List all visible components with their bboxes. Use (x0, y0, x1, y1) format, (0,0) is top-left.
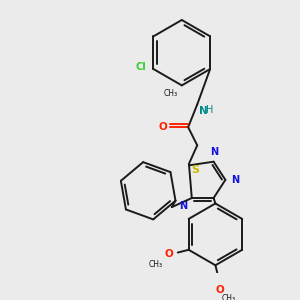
Text: O: O (216, 285, 224, 295)
Text: CH₃: CH₃ (163, 89, 177, 98)
Text: S: S (191, 165, 199, 175)
Text: CH₃: CH₃ (222, 294, 236, 300)
Text: N: N (199, 106, 208, 116)
Text: CH₃: CH₃ (149, 260, 163, 269)
Text: O: O (164, 249, 173, 260)
Text: N: N (210, 147, 219, 157)
Text: N: N (231, 175, 239, 185)
Text: N: N (179, 201, 187, 211)
Text: H: H (206, 105, 214, 116)
Text: O: O (158, 122, 167, 132)
Text: Cl: Cl (136, 62, 146, 72)
